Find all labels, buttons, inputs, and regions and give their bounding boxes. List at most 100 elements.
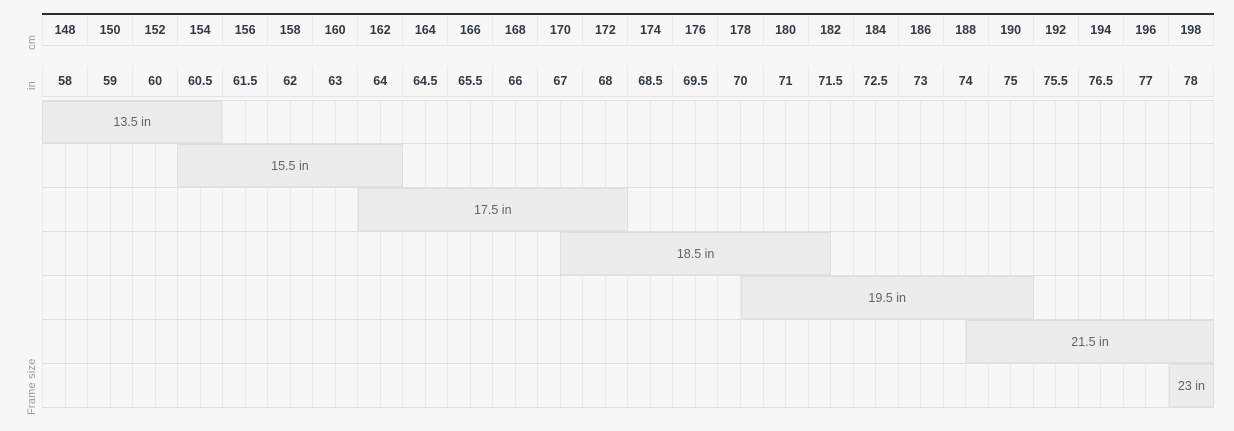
grid-cell: [133, 320, 156, 363]
grid-cell: [156, 232, 179, 275]
grid-cell: [628, 144, 651, 187]
grid-cell: [133, 188, 156, 231]
grid-cell: [448, 232, 471, 275]
grid-cell: [336, 320, 359, 363]
grid-cell: [786, 320, 809, 363]
grid-cell: [1101, 144, 1124, 187]
grid-cell: [1056, 364, 1079, 407]
grid-cell: [133, 232, 156, 275]
header-cell-in-64: 64: [358, 66, 404, 96]
grid-cell: [381, 364, 404, 407]
grid-cell: [741, 188, 764, 231]
grid-cell: [583, 101, 606, 143]
grid-cell: [268, 364, 291, 407]
frame-size-bar-label: 21.5 in: [1071, 334, 1109, 349]
grid-cell: [42, 144, 66, 187]
grid-cell: [1056, 144, 1079, 187]
grid-cell: [336, 232, 359, 275]
grid-cell: [178, 364, 201, 407]
grid-cell: [88, 232, 111, 275]
frame-size-bar[interactable]: 18.5 in: [560, 232, 831, 275]
grid-cell: [989, 144, 1012, 187]
grid-cell: [538, 144, 561, 187]
grid-cell: [471, 232, 494, 275]
grid-cell: [471, 320, 494, 363]
grid-cell: [178, 232, 201, 275]
grid-cell: [1124, 276, 1147, 319]
grid-cell: [291, 232, 314, 275]
grid-cell: [1146, 188, 1169, 231]
grid-cell: [111, 144, 134, 187]
grid-cell: [764, 188, 787, 231]
frame-size-bar[interactable]: 17.5 in: [357, 188, 628, 231]
bar-row: 19.5 in: [42, 276, 1214, 320]
grid-cell: [696, 276, 719, 319]
grid-cell: [718, 364, 741, 407]
grid-cell: [764, 101, 787, 143]
grid-cell: [471, 144, 494, 187]
grid-cell: [381, 101, 404, 143]
frame-size-bar[interactable]: 19.5 in: [740, 276, 1034, 319]
grid-cell: [809, 364, 832, 407]
grid-cell: [291, 101, 314, 143]
grid-cell: [628, 276, 651, 319]
frame-size-bar[interactable]: 13.5 in: [42, 101, 223, 143]
grid-cell: [246, 320, 269, 363]
grid-cell: [854, 144, 877, 187]
grid-cell: [493, 276, 516, 319]
grid-cell: [403, 101, 426, 143]
grid-cell: [606, 144, 629, 187]
grid-cell: [1169, 276, 1192, 319]
grid-cell: [201, 276, 224, 319]
header-cell-in-70: 70: [718, 66, 764, 96]
grid-cell: [358, 364, 381, 407]
grid-cell: [1124, 144, 1147, 187]
grid-cell: [809, 101, 832, 143]
grid-cell: [606, 101, 629, 143]
grid-cell: [1034, 364, 1057, 407]
frame-size-bar-label: 23 in: [1177, 378, 1205, 393]
grid-cell: [1169, 188, 1192, 231]
grid-cell: [336, 364, 359, 407]
grid-cell: [561, 276, 584, 319]
bar-row: 21.5 in: [42, 320, 1214, 364]
grid-cell: [1079, 101, 1102, 143]
grid-cell: [493, 144, 516, 187]
grid-cell: [201, 188, 224, 231]
frame-size-bar[interactable]: 21.5 in: [966, 320, 1214, 363]
grid-cell: [1011, 144, 1034, 187]
header-cell-in-67: 67: [538, 66, 584, 96]
grid-cell: [448, 276, 471, 319]
grid-cell: [651, 276, 674, 319]
grid-cell: [448, 144, 471, 187]
grid-cell: [42, 320, 66, 363]
grid-cell: [493, 101, 516, 143]
grid-cell: [944, 320, 967, 363]
grid-cell: [854, 232, 877, 275]
grid-cell: [516, 276, 539, 319]
header-cell-cm-164: 164: [403, 15, 449, 45]
header-cell-cm-196: 196: [1123, 15, 1169, 45]
grid-cell: [178, 320, 201, 363]
frame-size-bar[interactable]: 15.5 in: [177, 144, 403, 187]
frame-size-bar[interactable]: 23 in: [1168, 364, 1214, 407]
header-cell-cm-152: 152: [133, 15, 179, 45]
grid-cell: [1079, 144, 1102, 187]
grid-cell: [246, 188, 269, 231]
grid-cell: [899, 188, 922, 231]
grid-cell: [156, 188, 179, 231]
grid-cell: [561, 144, 584, 187]
frame-size-bar-label: 15.5 in: [271, 158, 309, 173]
grid-cell: [156, 320, 179, 363]
grid-cell: [358, 101, 381, 143]
grid-cell: [921, 232, 944, 275]
grid-cell: [921, 364, 944, 407]
grid-cell: [268, 188, 291, 231]
grid-cell: [673, 101, 696, 143]
grid-cell: [696, 188, 719, 231]
grid-cell: [831, 320, 854, 363]
grid-cell: [381, 320, 404, 363]
header-cell-cm-190: 190: [988, 15, 1034, 45]
grid-cell: [606, 320, 629, 363]
grid-cell: [899, 101, 922, 143]
